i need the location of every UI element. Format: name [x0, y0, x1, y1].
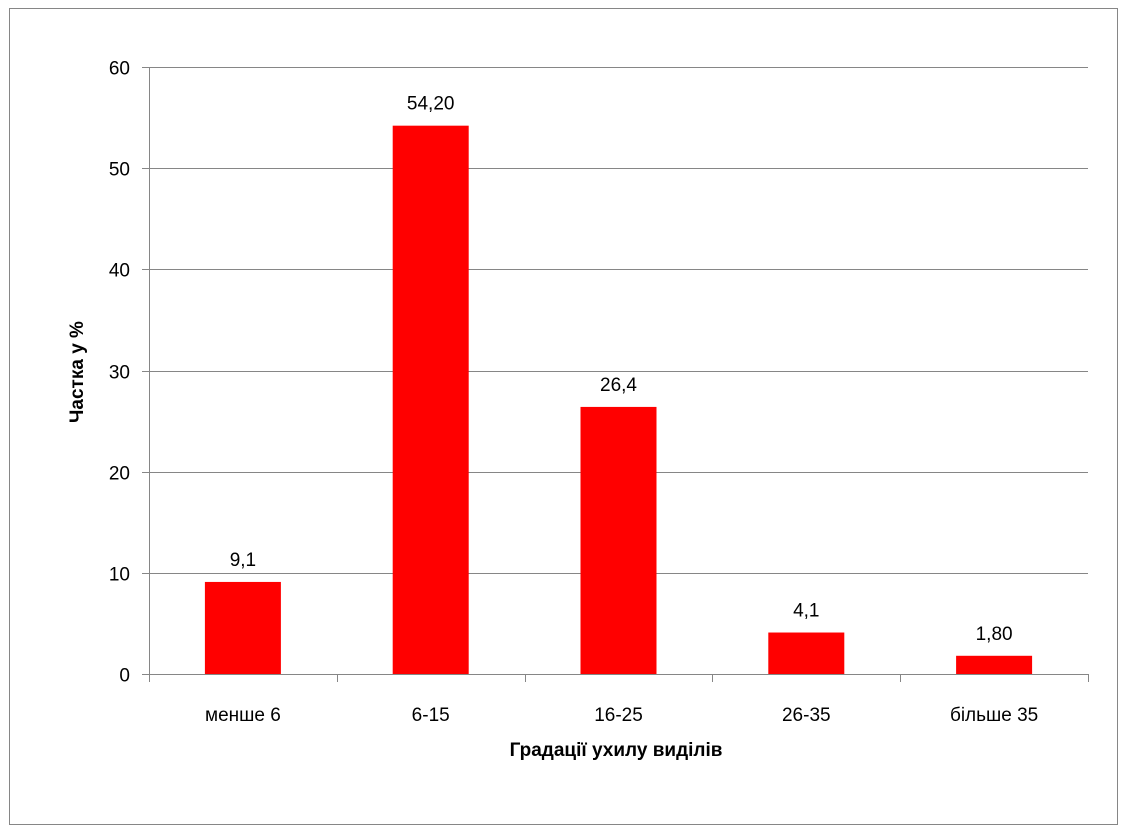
x-tick-label: 16-25: [594, 705, 643, 726]
gridlines: [149, 67, 1088, 574]
data-label: 26,4: [600, 375, 637, 396]
data-label: 9,1: [230, 550, 256, 571]
labels: 0 10 20 30 40 50 60 9,1 менше 6 54,20 6-15 26,4 16-2…: [109, 59, 1038, 727]
y-tick-label: 0: [119, 666, 130, 687]
y-tick-label: 10: [109, 565, 130, 586]
bar: [392, 125, 469, 675]
data-label: 4,1: [793, 601, 819, 622]
x-axis-title: Градації ухилу виділів: [510, 740, 723, 761]
y-tick-label: 50: [109, 160, 130, 181]
chart-border: [9, 8, 1118, 825]
y-tick-label: 30: [109, 363, 130, 384]
x-tick-label: менше 6: [205, 705, 281, 726]
x-tick-label: більше 35: [950, 705, 1038, 726]
y-tick-label: 60: [109, 59, 130, 80]
axes: [142, 67, 1089, 682]
bar: [204, 581, 281, 674]
y-tick-label: 40: [109, 261, 130, 282]
y-axis-title: Частка у %: [67, 321, 88, 423]
bar: [956, 655, 1033, 674]
data-label: 1,80: [976, 624, 1013, 645]
y-tick-label: 20: [109, 464, 130, 485]
bar: [580, 406, 657, 674]
x-tick-label: 6-15: [412, 705, 450, 726]
bars: [204, 125, 1033, 675]
data-label: 54,20: [407, 94, 455, 115]
x-tick-label: 26-35: [782, 705, 831, 726]
bar: [768, 632, 845, 674]
